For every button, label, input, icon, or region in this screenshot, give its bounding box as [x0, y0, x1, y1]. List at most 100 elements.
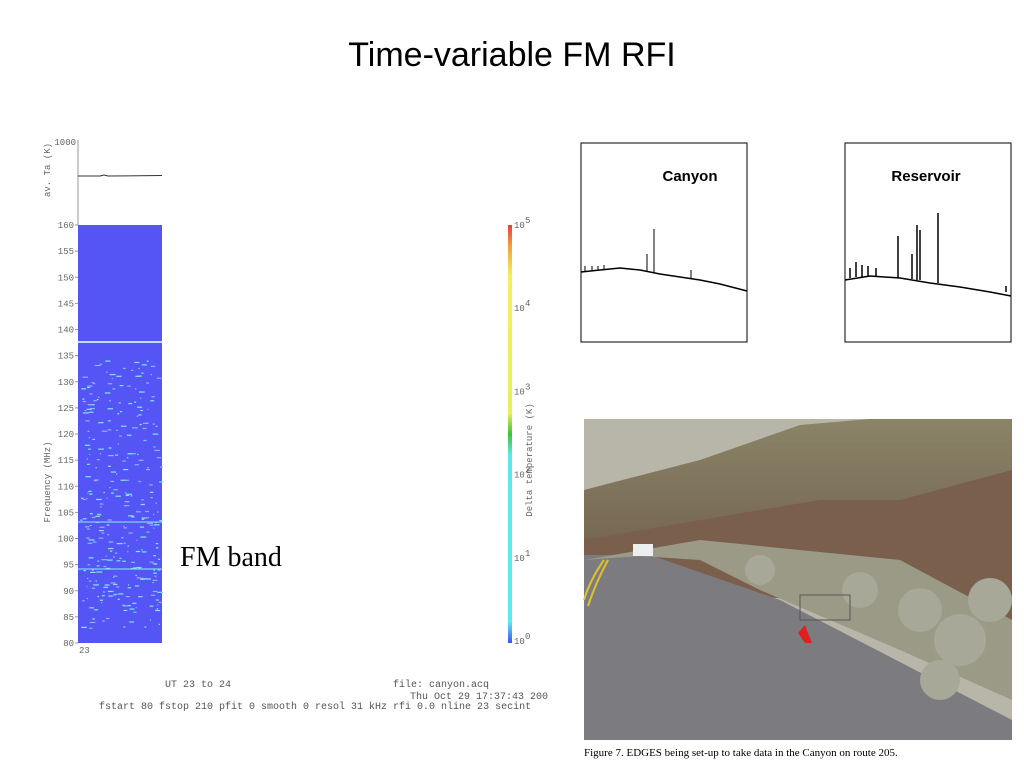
speckle: [132, 602, 137, 604]
speckle: [146, 578, 152, 580]
speckle: [142, 427, 147, 430]
speckle: [116, 586, 120, 588]
speckle: [128, 402, 133, 405]
speckle: [122, 604, 126, 606]
speckle: [149, 524, 153, 526]
speckle: [140, 409, 144, 412]
speckle: [86, 408, 92, 410]
speckle: [128, 584, 130, 586]
speckle: [152, 433, 159, 435]
speckle: [158, 558, 161, 560]
speckle: [139, 526, 145, 528]
speckle: [150, 594, 156, 596]
speckle: [89, 453, 91, 456]
speckle: [136, 577, 142, 579]
speckle: [83, 412, 89, 414]
speckle: [108, 447, 112, 449]
speckle: [123, 609, 128, 612]
speckle: [94, 364, 101, 367]
speckle: [134, 464, 139, 466]
y-tick-label: 80: [63, 639, 74, 649]
waterfall: [78, 225, 162, 643]
spectrum-canyon: Canyon: [580, 142, 748, 343]
speckle: [155, 425, 158, 427]
speckle: [91, 516, 96, 519]
speckle: [101, 601, 103, 604]
speckle: [80, 497, 84, 499]
speckle: [110, 471, 116, 473]
speckle: [149, 561, 154, 563]
speckle: [86, 537, 90, 539]
y-tick-label: 115: [58, 456, 74, 466]
speckle: [84, 410, 87, 412]
speckle: [113, 575, 118, 577]
speckle: [108, 400, 112, 402]
speckle: [138, 596, 143, 598]
speckle: [93, 584, 99, 586]
speckle: [131, 427, 138, 429]
speckle: [115, 495, 121, 497]
speckle: [123, 542, 126, 544]
speckle: [114, 593, 118, 595]
speckle: [108, 541, 114, 543]
speckle: [139, 423, 142, 426]
speckle: [141, 517, 148, 519]
speckle: [155, 542, 159, 545]
speckle: [157, 591, 164, 593]
speckle: [119, 411, 123, 413]
speckle: [146, 531, 150, 533]
speckle: [134, 361, 140, 364]
speckle: [147, 408, 149, 410]
speckle: [138, 480, 142, 483]
y-tick-label: 135: [58, 352, 74, 362]
speckle: [92, 541, 97, 543]
speckle: [153, 524, 160, 526]
speckle: [155, 521, 157, 524]
speckle: [144, 578, 148, 580]
y-tick-label: 105: [58, 508, 74, 518]
speckle: [136, 415, 138, 417]
speckle: [149, 491, 154, 493]
speckle: [96, 498, 102, 501]
speckle: [134, 585, 140, 587]
speckle: [86, 528, 90, 530]
speckle: [109, 550, 113, 552]
speckle: [117, 413, 120, 415]
speckle: [107, 383, 113, 385]
footer-text: UT 23 to 24: [165, 680, 231, 691]
speckle: [99, 503, 104, 505]
speckle: [90, 571, 96, 573]
speckle: [99, 506, 102, 508]
y-tick-label: 90: [63, 587, 74, 597]
speckle: [118, 593, 124, 595]
speckle: [85, 526, 90, 528]
speckle: [102, 620, 105, 622]
speckle: [141, 364, 147, 366]
speckle: [89, 493, 93, 495]
speckle: [98, 514, 102, 516]
speckle: [140, 397, 142, 399]
speckle: [124, 492, 127, 494]
panel-title: Reservoir: [891, 168, 960, 185]
speckle: [127, 385, 131, 387]
speckle: [89, 607, 94, 609]
colorbar-tick-base: 10: [514, 387, 525, 397]
colorbar-tick-exp: 3: [525, 382, 530, 392]
speckle: [135, 574, 137, 577]
speckle: [134, 388, 137, 390]
speckle: [127, 545, 129, 547]
speckle: [138, 391, 145, 393]
caption: Figure 7. EDGES being set-up to take dat…: [584, 747, 898, 759]
speckle: [140, 536, 147, 538]
footer-text: file: canyon.acq: [393, 679, 489, 691]
speckle: [105, 360, 111, 362]
avg-line: [78, 174, 163, 177]
speckle: [141, 551, 147, 553]
tick-label: 23: [79, 646, 90, 656]
speckle: [108, 595, 113, 597]
spectrum-reservoir: Reservoir: [844, 142, 1012, 343]
y-tick-label: 85: [63, 613, 74, 623]
speckle: [135, 511, 141, 513]
speckle: [150, 400, 155, 402]
